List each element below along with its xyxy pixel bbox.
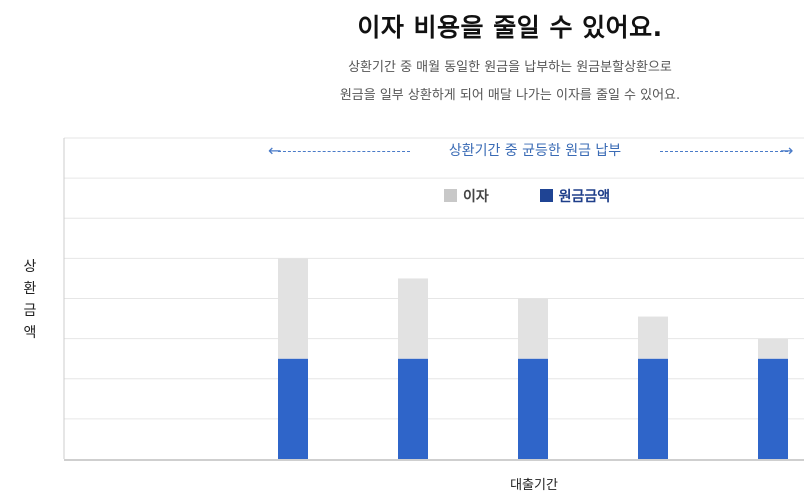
bar-principal	[758, 358, 788, 459]
grid-lines	[64, 137, 804, 420]
bar-principal	[518, 358, 548, 459]
repayment-period-annotation: ← 상환기간 중 균등한 원금 납부 →	[268, 140, 798, 162]
axes	[63, 138, 804, 461]
legend-swatch-interest	[444, 189, 457, 202]
bar-principal	[278, 358, 308, 459]
annotation-text: 상환기간 중 균등한 원금 납부	[448, 143, 622, 159]
bar-interest	[398, 278, 428, 359]
bar-principal	[638, 358, 668, 459]
legend-item-principal: 원금금액	[539, 186, 611, 206]
bar-interest	[758, 338, 788, 359]
arrow-left-icon: ←	[268, 141, 282, 160]
y-axis-label-char: 상	[23, 259, 37, 275]
legend-label-interest: 이자	[463, 189, 489, 205]
legend-swatch-principal	[539, 189, 553, 202]
bar-interest	[518, 298, 548, 359]
description-line-1: 상환기간 중 매월 동일한 원금을 납부하는 원금분할상환으로	[348, 60, 672, 75]
description-line-2: 원금을 일부 상환하게 되어 매달 나가는 이자를 줄일 수 있어요.	[339, 88, 681, 103]
bar-principal	[398, 358, 428, 459]
dashed-line-left	[278, 151, 410, 152]
bar-interest	[638, 316, 668, 359]
y-axis-label-char: 환	[23, 281, 37, 297]
y-axis-label-char: 액	[23, 325, 37, 341]
x-axis-label: 대출기간	[510, 478, 558, 493]
bars	[278, 258, 788, 459]
arrow-right-icon: →	[780, 141, 794, 160]
bar-interest	[278, 258, 308, 359]
y-axis-label-char: 금	[23, 303, 37, 319]
legend-label-principal: 원금금액	[558, 189, 611, 205]
page-title: 이자 비용을 줄일 수 있어요.	[357, 13, 663, 42]
chart-legend: 이자 원금금액	[444, 186, 656, 206]
legend-item-interest: 이자	[444, 186, 489, 206]
dashed-line-right	[660, 151, 788, 152]
